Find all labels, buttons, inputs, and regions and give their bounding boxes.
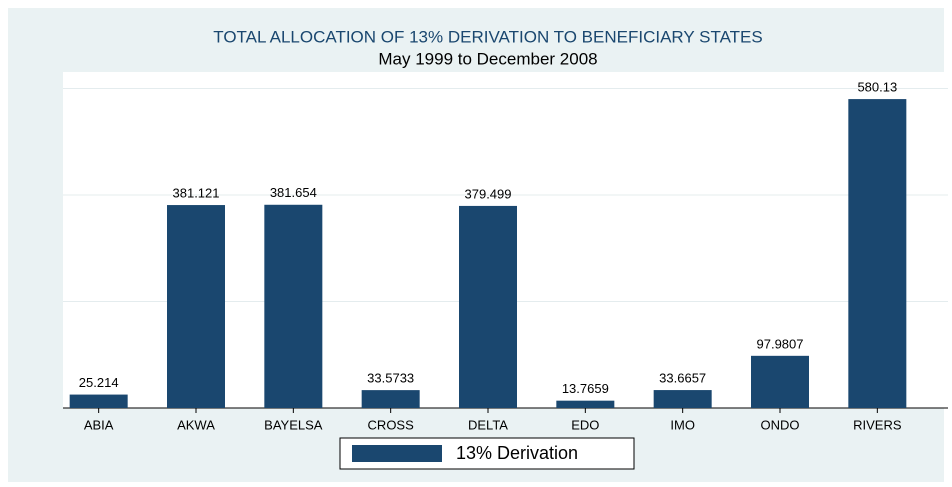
chart-title: TOTAL ALLOCATION OF 13% DERIVATION TO BE… (213, 27, 763, 46)
bar (556, 400, 615, 408)
x-tick-label: BAYELSA (264, 417, 323, 432)
legend-label: 13% Derivation (456, 443, 578, 463)
data-label: 381.121 (173, 185, 220, 200)
x-tick-label: RIVERS (853, 417, 902, 432)
data-label: 97.9807 (757, 336, 804, 351)
chart-subtitle: May 1999 to December 2008 (378, 49, 597, 68)
data-label: 25.214 (79, 375, 119, 390)
x-tick-label: IMO (670, 417, 695, 432)
legend-swatch (352, 445, 442, 462)
x-tick-label: EDO (571, 417, 599, 432)
data-label: 33.5733 (367, 371, 414, 386)
x-tick-label: CROSS (368, 417, 415, 432)
x-tick-label: DELTA (468, 417, 508, 432)
bar (751, 355, 809, 408)
bar (361, 390, 420, 408)
data-label: 381.654 (270, 185, 317, 200)
bar (459, 205, 517, 408)
data-label: 580.13 (857, 80, 897, 95)
bar (848, 99, 907, 408)
bar (264, 204, 323, 408)
x-tick-label: AKWA (177, 417, 215, 432)
bar (69, 394, 128, 408)
x-tick-label: ABIA (84, 417, 114, 432)
bar (653, 390, 712, 408)
bar (167, 205, 225, 408)
data-label: 13.7659 (562, 381, 609, 396)
data-label: 379.499 (465, 186, 512, 201)
x-tick-label: ONDO (761, 417, 800, 432)
data-label: 33.6657 (659, 371, 706, 386)
